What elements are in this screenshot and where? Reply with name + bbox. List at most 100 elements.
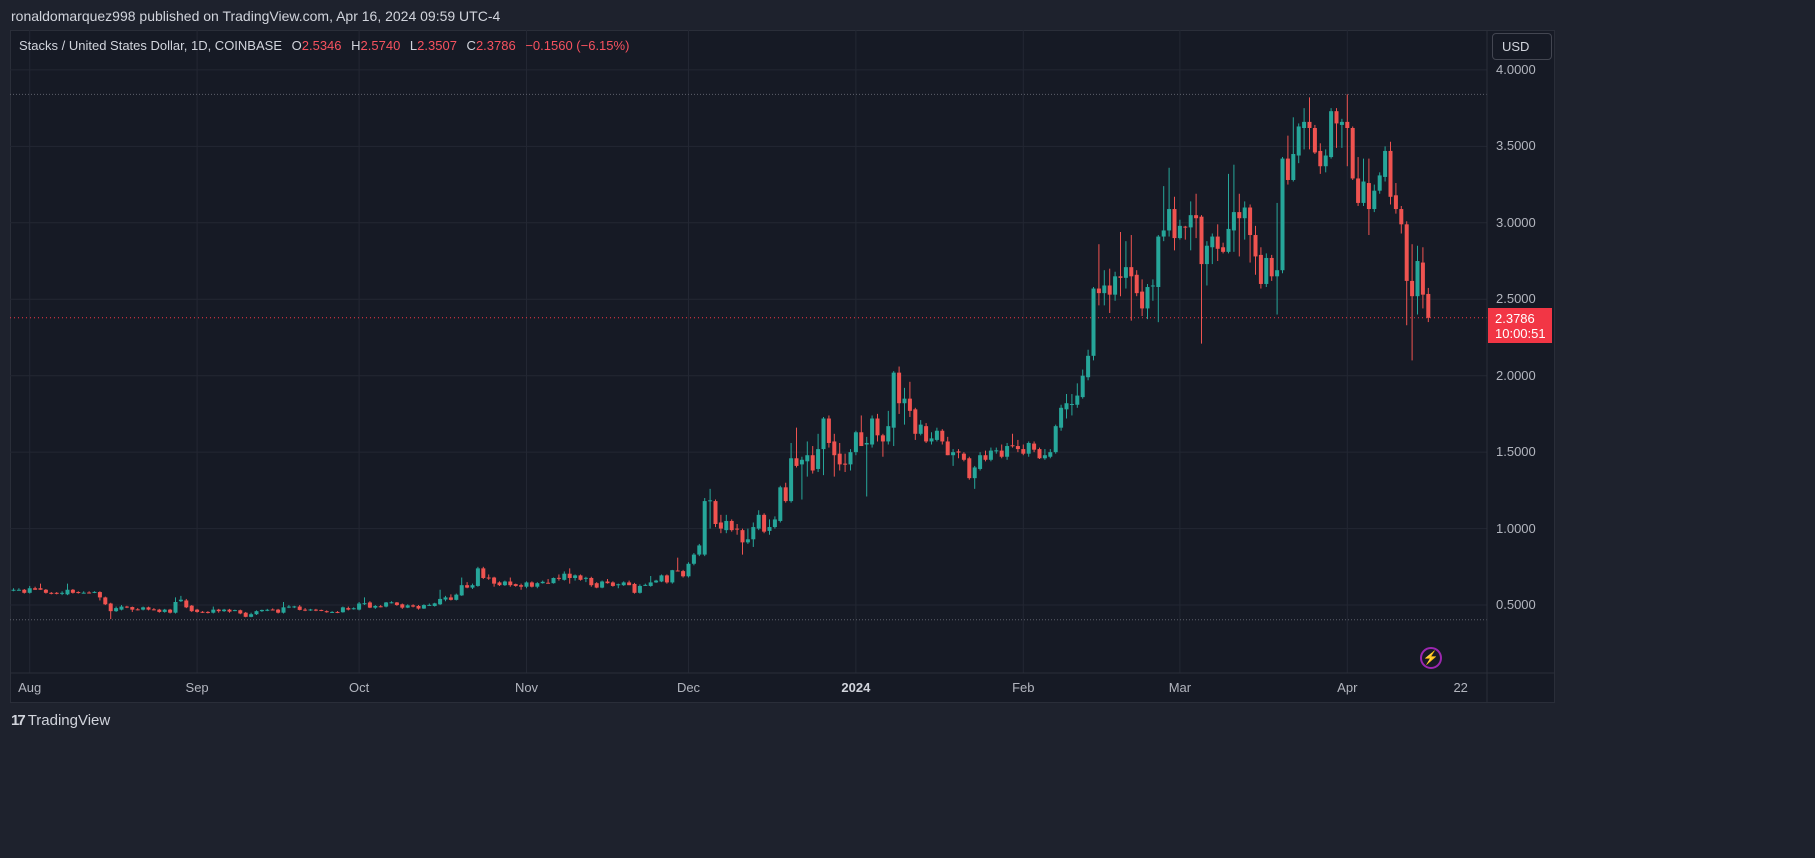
candle[interactable]: [967, 456, 972, 480]
candle[interactable]: [1167, 167, 1172, 237]
candle[interactable]: [1339, 118, 1344, 148]
candle[interactable]: [961, 452, 966, 462]
candle[interactable]: [411, 604, 416, 608]
candle[interactable]: [362, 597, 367, 606]
candle[interactable]: [1258, 247, 1263, 289]
candle[interactable]: [1080, 369, 1085, 399]
candle[interactable]: [373, 605, 378, 609]
candle[interactable]: [60, 591, 65, 596]
candle[interactable]: [1426, 287, 1431, 323]
candle[interactable]: [114, 606, 119, 612]
candle[interactable]: [1253, 225, 1258, 275]
candle[interactable]: [870, 415, 875, 448]
candle[interactable]: [945, 436, 950, 456]
candle[interactable]: [1231, 164, 1236, 252]
tradingview-logo-icon[interactable]: 17: [11, 712, 26, 729]
candle[interactable]: [1064, 394, 1069, 419]
candle[interactable]: [573, 574, 578, 581]
candle[interactable]: [891, 371, 896, 447]
candle[interactable]: [610, 581, 615, 587]
candle[interactable]: [216, 608, 221, 613]
candle[interactable]: [1296, 123, 1301, 164]
candle[interactable]: [1226, 173, 1231, 254]
candle[interactable]: [1345, 94, 1350, 167]
candle[interactable]: [465, 582, 470, 589]
candle[interactable]: [97, 591, 102, 601]
candle[interactable]: [335, 611, 340, 614]
candle[interactable]: [1415, 245, 1420, 315]
candle[interactable]: [1199, 215, 1204, 344]
candle[interactable]: [389, 601, 394, 604]
candle[interactable]: [1005, 442, 1010, 460]
candle[interactable]: [1215, 224, 1220, 262]
candle[interactable]: [594, 582, 599, 589]
candle[interactable]: [49, 592, 54, 595]
candle[interactable]: [799, 456, 804, 500]
candle[interactable]: [486, 574, 491, 580]
candle[interactable]: [1150, 279, 1155, 301]
candle[interactable]: [886, 410, 891, 445]
candle[interactable]: [249, 612, 254, 618]
candle[interactable]: [826, 415, 831, 448]
candle[interactable]: [286, 605, 291, 609]
candle[interactable]: [238, 609, 243, 615]
candle[interactable]: [222, 608, 227, 612]
candle[interactable]: [540, 580, 545, 584]
candle[interactable]: [168, 608, 173, 614]
candle[interactable]: [141, 606, 146, 611]
candle[interactable]: [367, 601, 372, 609]
candle[interactable]: [513, 583, 518, 587]
candle[interactable]: [1172, 196, 1177, 251]
candle[interactable]: [1404, 221, 1409, 326]
candle[interactable]: [1096, 244, 1101, 306]
candle[interactable]: [1107, 268, 1112, 314]
candle[interactable]: [119, 605, 124, 611]
candle[interactable]: [1123, 241, 1128, 289]
candle[interactable]: [578, 574, 583, 581]
candle[interactable]: [621, 581, 626, 586]
candle[interactable]: [146, 606, 151, 611]
candle[interactable]: [1048, 449, 1053, 459]
candle[interactable]: [524, 581, 529, 589]
candle[interactable]: [1188, 201, 1193, 251]
candle[interactable]: [767, 519, 772, 535]
candle[interactable]: [1042, 449, 1047, 460]
candle[interactable]: [475, 566, 480, 587]
candle[interactable]: [281, 601, 286, 614]
candle[interactable]: [92, 591, 97, 594]
candle[interactable]: [740, 528, 745, 555]
candle[interactable]: [1177, 219, 1182, 240]
candle[interactable]: [853, 430, 858, 456]
candle[interactable]: [924, 423, 929, 443]
candle[interactable]: [173, 597, 178, 614]
candle[interactable]: [718, 514, 723, 534]
candle[interactable]: [632, 582, 637, 594]
candle[interactable]: [189, 605, 194, 612]
candle[interactable]: [1383, 146, 1388, 182]
candle[interactable]: [1372, 184, 1377, 213]
candle[interactable]: [1237, 193, 1242, 257]
candle[interactable]: [783, 482, 788, 503]
candle[interactable]: [702, 498, 707, 557]
candle[interactable]: [254, 610, 259, 615]
candle[interactable]: [492, 576, 497, 587]
candle[interactable]: [346, 606, 351, 611]
candle[interactable]: [124, 605, 129, 609]
candle[interactable]: [1075, 383, 1080, 408]
candle[interactable]: [529, 581, 534, 588]
candle[interactable]: [416, 605, 421, 610]
candle[interactable]: [448, 594, 453, 601]
candle[interactable]: [1366, 158, 1371, 236]
candle[interactable]: [1102, 270, 1107, 306]
candle[interactable]: [519, 583, 524, 590]
candle[interactable]: [1264, 253, 1269, 288]
candle[interactable]: [848, 449, 853, 471]
candle[interactable]: [880, 433, 885, 457]
candle[interactable]: [43, 588, 48, 594]
candle[interactable]: [184, 598, 189, 609]
candle[interactable]: [1318, 143, 1323, 174]
currency-button[interactable]: USD: [1492, 33, 1552, 60]
candle[interactable]: [65, 583, 70, 596]
candle[interactable]: [697, 543, 702, 557]
candle[interactable]: [481, 566, 486, 580]
